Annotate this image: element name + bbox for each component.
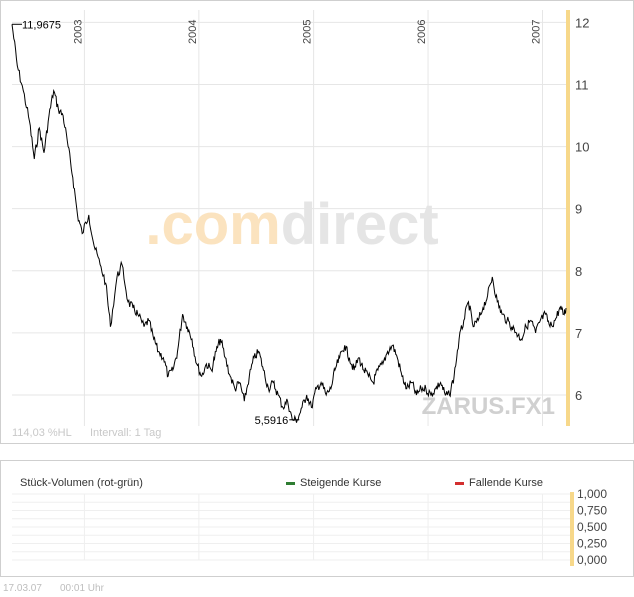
legend-label-rising: Steigende Kurse [300, 477, 381, 489]
volume-y-tick-label: 0,250 [577, 537, 607, 551]
legend-label-falling: Fallende Kurse [469, 477, 543, 489]
volume-axis-accent-bar [570, 492, 574, 566]
range-info: 114,03 %HL [12, 427, 72, 439]
x-tick-label: 2007 [530, 20, 542, 44]
x-tick-label: 2005 [302, 20, 314, 44]
volume-y-tick-label: 0,500 [577, 520, 607, 534]
watermark: .comdirect [145, 192, 438, 257]
y-tick-label: 10 [575, 140, 589, 155]
y-tick-label: 7 [575, 326, 582, 341]
min-label: 5,5916 [255, 415, 289, 427]
volume-y-tick-label: 1,000 [577, 487, 607, 501]
extreme-markers: 11,9675 5,5916 [12, 19, 300, 427]
volume-title: Stück-Volumen (rot-grün) [20, 477, 143, 489]
x-axis: 2003 2004 2005 2006 2007 [72, 20, 542, 44]
volume-y-axis: 1,000 0,750 0,500 0,250 0,000 [577, 487, 607, 567]
x-tick-label: 2004 [187, 20, 199, 44]
legend-swatch-falling [455, 482, 464, 485]
interval-info: Intervall: 1 Tag [90, 427, 161, 439]
max-label: 11,9675 [22, 19, 61, 31]
chart-frame [0, 0, 634, 444]
y-tick-label: 12 [575, 15, 589, 30]
x-tick-label: 2006 [416, 20, 428, 44]
volume-grid [12, 493, 570, 561]
grid [12, 10, 566, 426]
price-chart: .comdirect ZARUS.FX1 114,03 %HL Interval… [0, 0, 634, 444]
axis-accent-bar [566, 10, 570, 426]
y-tick-label: 9 [575, 202, 582, 217]
volume-y-tick-label: 0,000 [577, 553, 607, 567]
watermark-part-dot-com: .com [145, 192, 280, 257]
y-tick-label: 8 [575, 264, 582, 279]
y-tick-label: 11 [575, 78, 589, 93]
instrument-label: ZARUS.FX1 [422, 393, 555, 420]
footer-date: 17.03.07 [3, 583, 42, 594]
y-axis: 12 11 10 9 8 7 6 [575, 15, 589, 403]
x-tick-label: 2003 [72, 20, 84, 44]
footer-time: 00:01 Uhr [60, 583, 104, 594]
y-tick-label: 6 [575, 388, 582, 403]
volume-y-tick-label: 0,750 [577, 504, 607, 518]
legend-swatch-rising [286, 482, 295, 485]
watermark-part-direct: direct [281, 192, 439, 257]
